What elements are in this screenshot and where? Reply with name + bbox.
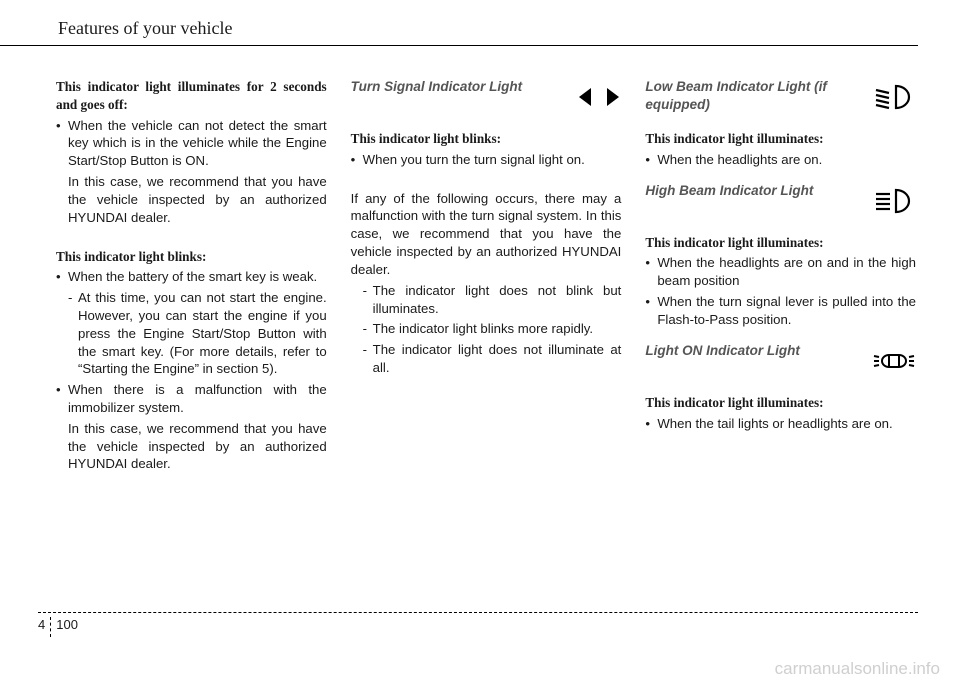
col3-heading-2: This indicator light illuminates: [645, 234, 916, 252]
bullet-icon: • [56, 268, 68, 286]
sub-list-item: - The indicator light blinks more rapidl… [363, 320, 622, 338]
indent-text: In this case, we recommend that you have… [68, 420, 327, 473]
column-3: Low Beam Indicator Light (if equipped) T… [645, 78, 916, 476]
column-2: Turn Signal Indicator Light This indicat… [351, 78, 622, 476]
col1-heading-2: This indicator light blinks: [56, 248, 327, 266]
section-title: Light ON Indicator Light [645, 342, 872, 360]
footer-divider [38, 612, 918, 613]
dash-icon: - [363, 320, 373, 338]
body-text: If any of the following occurs, there ma… [351, 190, 622, 279]
section-header-light-on: Light ON Indicator Light [645, 342, 916, 380]
page-number-value: 100 [51, 617, 78, 632]
page-number: 4 100 [38, 617, 918, 637]
list-item: • When the headlights are on and in the … [645, 254, 916, 290]
sub-text: The indicator light does not illuminate … [373, 341, 622, 377]
section-header-low-beam: Low Beam Indicator Light (if equipped) [645, 78, 916, 116]
bullet-text: When there is a malfunction with the imm… [68, 381, 327, 417]
list-item: • When the headlights are on. [645, 151, 916, 169]
list-item: • When you turn the turn signal light on… [351, 151, 622, 169]
watermark: carmanualsonline.info [775, 659, 940, 679]
section-title: High Beam Indicator Light [645, 182, 872, 200]
high-beam-icon [872, 182, 916, 220]
list-item: • When the tail lights or headlights are… [645, 415, 916, 433]
column-1: This indicator light illuminates for 2 s… [56, 78, 327, 476]
bullet-icon: • [56, 117, 68, 170]
bullet-text: When the headlights are on. [657, 151, 916, 169]
sub-list-item: - The indicator light does not blink but… [363, 282, 622, 318]
col1-heading-1: This indicator light illuminates for 2 s… [56, 78, 327, 114]
bullet-icon: • [645, 293, 657, 329]
page-header: Features of your vehicle [0, 18, 918, 46]
dash-icon: - [363, 282, 373, 318]
indent-text: In this case, we recommend that you have… [68, 173, 327, 226]
col2-heading-1: This indicator light blinks: [351, 130, 622, 148]
list-item: • When there is a malfunction with the i… [56, 381, 327, 417]
list-item: • When the vehicle can not detect the sm… [56, 117, 327, 170]
bullet-text: When the tail lights or headlights are o… [657, 415, 916, 433]
sub-list-item: - The indicator light does not illuminat… [363, 341, 622, 377]
sub-text: The indicator light blinks more rapidly. [373, 320, 622, 338]
sub-list-item: - At this time, you can not start the en… [68, 289, 327, 378]
bullet-text: When you turn the turn signal light on. [363, 151, 622, 169]
col3-heading-1: This indicator light illuminates: [645, 130, 916, 148]
bullet-icon: • [351, 151, 363, 169]
sub-text: At this time, you can not start the engi… [78, 289, 327, 378]
chapter-number: 4 [38, 617, 51, 637]
dash-icon: - [363, 341, 373, 377]
bullet-text: When the headlights are on and in the hi… [657, 254, 916, 290]
turn-signal-icon [577, 78, 621, 116]
light-on-icon [872, 342, 916, 380]
header-title: Features of your vehicle [58, 18, 918, 39]
bullet-icon: • [645, 151, 657, 169]
low-beam-icon [872, 78, 916, 116]
bullet-text: When the vehicle can not detect the smar… [68, 117, 327, 170]
dash-icon: - [68, 289, 78, 378]
bullet-icon: • [56, 381, 68, 417]
section-header-high-beam: High Beam Indicator Light [645, 182, 916, 220]
content-columns: This indicator light illuminates for 2 s… [0, 46, 960, 476]
list-item: • When the turn signal lever is pulled i… [645, 293, 916, 329]
list-item: • When the battery of the smart key is w… [56, 268, 327, 286]
section-title: Turn Signal Indicator Light [351, 78, 578, 96]
page-footer: 4 100 [38, 612, 918, 637]
manual-page: Features of your vehicle This indicator … [0, 0, 960, 689]
section-title: Low Beam Indicator Light (if equipped) [645, 78, 872, 113]
sub-text: The indicator light does not blink but i… [373, 282, 622, 318]
bullet-icon: • [645, 415, 657, 433]
bullet-icon: • [645, 254, 657, 290]
bullet-text: When the turn signal lever is pulled int… [657, 293, 916, 329]
section-header-turn-signal: Turn Signal Indicator Light [351, 78, 622, 116]
col3-heading-3: This indicator light illuminates: [645, 394, 916, 412]
bullet-text: When the battery of the smart key is wea… [68, 268, 327, 286]
